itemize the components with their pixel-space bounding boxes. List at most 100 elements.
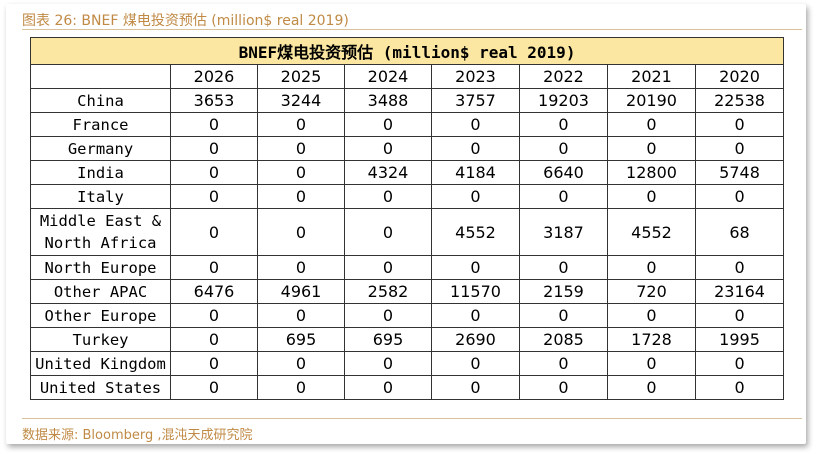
value-cell: 4324 [344, 160, 432, 185]
value-cell: 19203 [519, 88, 608, 113]
value-cell: 0 [257, 184, 345, 209]
table-row: United Kingdom 0 0 0 0 0 0 0 [30, 351, 785, 376]
table-row: Other Europe 0 0 0 0 0 0 0 [30, 303, 785, 328]
value-cell: 0 [607, 136, 696, 161]
region-label: France [30, 112, 171, 137]
value-cell: 0 [170, 327, 258, 352]
value-cell: 4961 [257, 279, 345, 304]
value-cell: 0 [257, 255, 345, 280]
value-cell: 0 [519, 351, 608, 376]
value-cell: 2690 [431, 327, 520, 352]
table-row: China 3653 3244 3488 3757 19203 20190 22538 [30, 88, 785, 113]
value-cell: 0 [607, 351, 696, 376]
region-label: Middle East & North Africa [30, 208, 171, 256]
value-cell: 0 [431, 136, 520, 161]
table-title: BNEF煤电投资预估 (million$ real 2019) [29, 37, 785, 65]
year-header-cell: 2020 [694, 64, 785, 89]
value-cell: 0 [519, 184, 608, 209]
year-header-cell: 2025 [257, 64, 345, 89]
value-cell: 0 [431, 303, 520, 328]
value-cell: 2085 [519, 327, 608, 352]
value-cell: 0 [607, 112, 696, 137]
value-cell: 0 [607, 255, 696, 280]
table-row: France 0 0 0 0 0 0 0 [30, 112, 785, 137]
table-row: Italy 0 0 0 0 0 0 0 [30, 184, 785, 209]
region-label: Turkey [30, 327, 171, 352]
value-cell: 0 [519, 375, 608, 400]
value-cell: 720 [607, 279, 696, 304]
table-row: North Europe 0 0 0 0 0 0 0 [30, 255, 785, 280]
value-cell: 695 [344, 327, 432, 352]
value-cell: 4184 [431, 160, 520, 185]
year-header-cell: 2024 [344, 64, 432, 89]
value-cell: 0 [344, 375, 432, 400]
value-cell: 11570 [431, 279, 520, 304]
value-cell: 0 [607, 184, 696, 209]
value-cell: 4552 [431, 208, 520, 256]
year-header-cell: 2023 [431, 64, 520, 89]
value-cell: 0 [344, 255, 432, 280]
value-cell: 0 [257, 208, 345, 256]
value-cell: 0 [694, 136, 785, 161]
value-cell: 0 [431, 184, 520, 209]
value-cell: 0 [257, 303, 345, 328]
value-cell: 0 [257, 160, 345, 185]
value-cell: 0 [344, 303, 432, 328]
value-cell: 0 [431, 351, 520, 376]
table-body: China 3653 3244 3488 3757 19203 20190 22538 Fran… [30, 88, 785, 400]
value-cell: 0 [519, 255, 608, 280]
year-header-cell: 2022 [519, 64, 608, 89]
value-cell: 0 [170, 112, 258, 137]
region-label: North Europe [30, 255, 171, 280]
table-row: Germany 0 0 0 0 0 0 0 [30, 136, 785, 161]
value-cell: 3244 [257, 88, 345, 113]
value-cell: 0 [519, 136, 608, 161]
value-cell: 0 [607, 303, 696, 328]
value-cell: 0 [257, 136, 345, 161]
value-cell: 6476 [170, 279, 258, 304]
region-label: United States [30, 375, 171, 400]
value-cell: 20190 [607, 88, 696, 113]
value-cell: 0 [170, 351, 258, 376]
source-divider [22, 418, 802, 419]
value-cell: 0 [431, 255, 520, 280]
value-cell: 3488 [344, 88, 432, 113]
value-cell: 3187 [519, 208, 608, 256]
value-cell: 0 [344, 184, 432, 209]
region-label: Other Europe [30, 303, 171, 328]
table-title-row: BNEF煤电投资预估 (million$ real 2019) [29, 37, 785, 65]
table-row: Turkey 0 695 695 2690 2085 1728 1995 [30, 327, 785, 352]
value-cell: 0 [694, 184, 785, 209]
region-label: China [30, 88, 171, 113]
value-cell: 0 [519, 112, 608, 137]
value-cell: 0 [170, 375, 258, 400]
investment-table: BNEF煤电投资预估 (million$ real 2019) 2026 2025… [29, 37, 785, 400]
region-label: United Kingdom [30, 351, 171, 376]
year-header-row: 2026 2025 2024 2023 2022 2021 2020 [30, 64, 785, 89]
value-cell: 0 [170, 255, 258, 280]
year-header-cell: 2026 [170, 64, 258, 89]
value-cell: 22538 [694, 88, 785, 113]
value-cell: 0 [170, 303, 258, 328]
header-corner-cell [30, 64, 171, 89]
value-cell: 0 [694, 303, 785, 328]
value-cell: 2159 [519, 279, 608, 304]
value-cell: 0 [694, 351, 785, 376]
year-header-cell: 2021 [607, 64, 696, 89]
value-cell: 0 [431, 112, 520, 137]
region-label: Other APAC [30, 279, 171, 304]
value-cell: 0 [344, 208, 432, 256]
value-cell: 0 [694, 375, 785, 400]
value-cell: 0 [170, 184, 258, 209]
value-cell: 0 [170, 208, 258, 256]
value-cell: 6640 [519, 160, 608, 185]
value-cell: 0 [257, 112, 345, 137]
value-cell: 1728 [607, 327, 696, 352]
value-cell: 695 [257, 327, 345, 352]
table-row: India 0 0 4324 4184 6640 12800 5748 [30, 160, 785, 185]
value-cell: 1995 [694, 327, 785, 352]
value-cell: 5748 [694, 160, 785, 185]
value-cell: 68 [694, 208, 785, 256]
source-note: 数据来源: Bloomberg ,混沌天成研究院 [22, 428, 253, 443]
value-cell: 0 [431, 375, 520, 400]
